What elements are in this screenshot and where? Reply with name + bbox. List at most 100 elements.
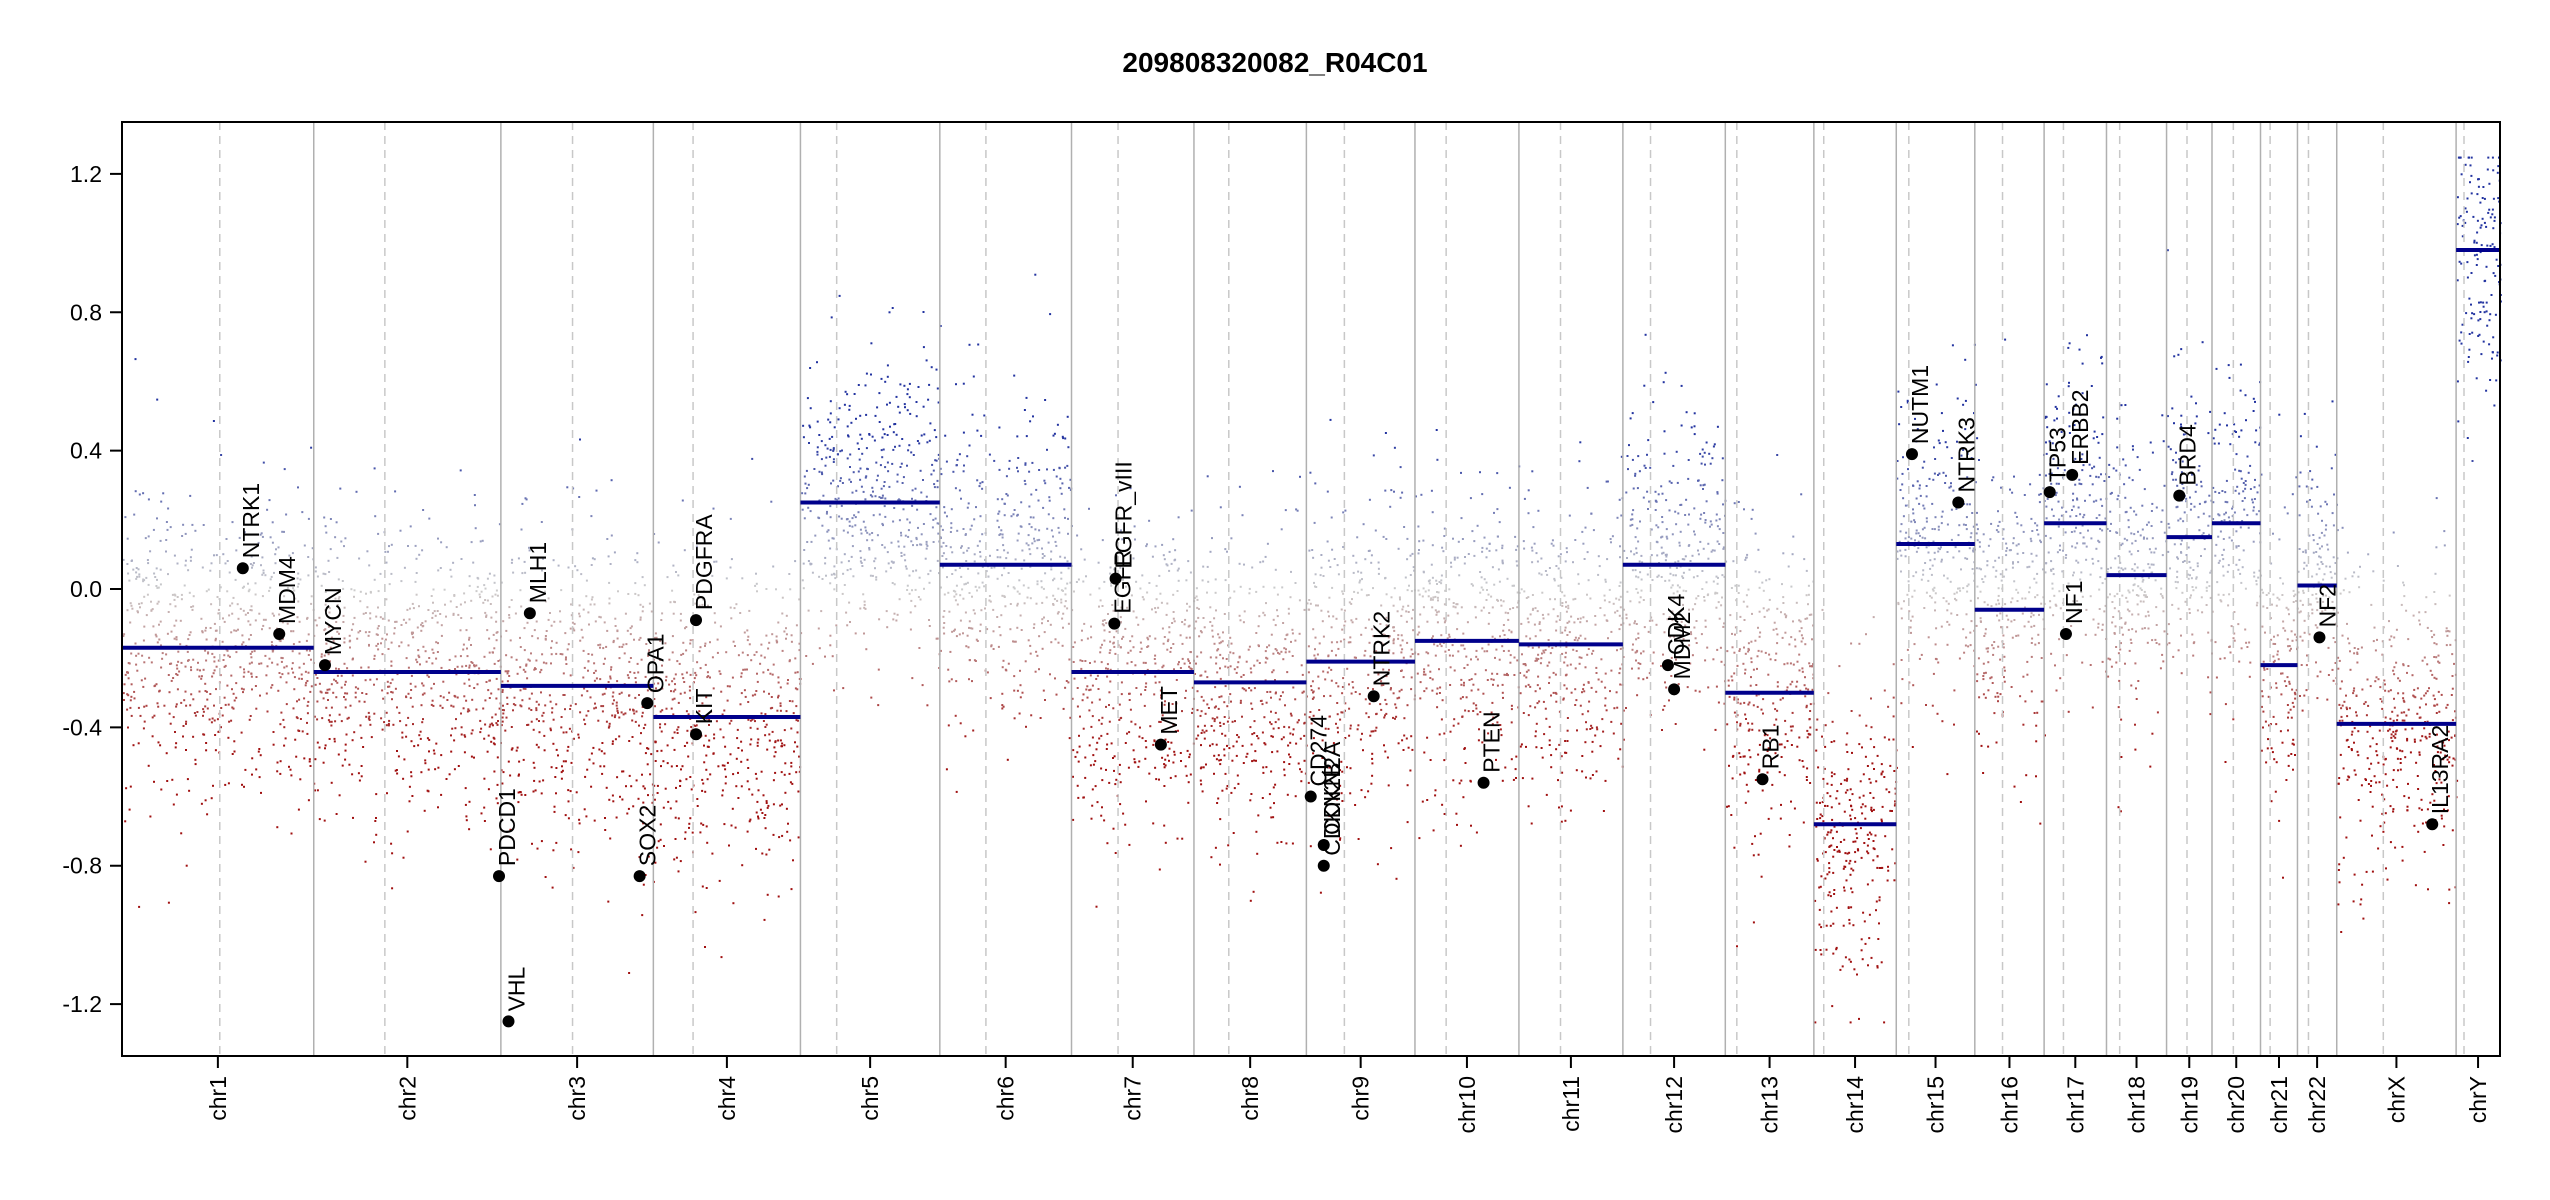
x-tick-label-chr19: chr19 — [2176, 1076, 2202, 1134]
gene-marker-CD274 — [1304, 790, 1317, 803]
gene-label-MDM4: MDM4 — [274, 556, 300, 624]
x-tick-label-chr8: chr8 — [1237, 1076, 1263, 1121]
gene-marker-IL13RA2 — [2426, 818, 2439, 831]
gene-marker-OPA1 — [641, 697, 654, 710]
gene-label-NTRK2: NTRK2 — [1369, 611, 1395, 686]
probe-points-chr11 — [1519, 441, 1625, 825]
probe-points-chr2 — [313, 467, 503, 890]
x-tick-label-chr6: chr6 — [993, 1076, 1019, 1121]
probe-points-chr8 — [1194, 470, 1308, 902]
x-tick-label-chr11: chr11 — [1558, 1076, 1584, 1132]
gene-marker-NF2 — [2313, 631, 2326, 644]
gene-label-SOX2: SOX2 — [635, 805, 661, 866]
x-tick-label-chr2: chr2 — [394, 1076, 420, 1121]
x-tick-label-chr12: chr12 — [1661, 1076, 1687, 1134]
gene-marker-MYCN — [318, 659, 331, 672]
probe-points-chr14 — [1814, 608, 1898, 1024]
x-tick-label-chr17: chr17 — [2062, 1076, 2088, 1134]
y-tick-label: 0.0 — [70, 576, 102, 602]
probe-points-chr18 — [2106, 404, 2169, 813]
gene-label-IL13RA2: IL13RA2 — [2427, 725, 2453, 815]
probe-points-chr20 — [2212, 363, 2263, 763]
gene-label-NF2: NF2 — [2314, 584, 2340, 627]
gene-marker-MDM2 — [1668, 683, 1681, 696]
probe-points-chr1 — [122, 358, 316, 908]
gene-marker-EGFR — [1108, 617, 1121, 630]
gene-label-PTEN: PTEN — [1479, 711, 1505, 772]
chart-title: 209808320082_R04C01 — [1122, 47, 1427, 78]
x-tick-label-chr20: chr20 — [2223, 1076, 2249, 1134]
gene-annotations: NTRK1 MDM4 MYCN PDCD1 VHL MLH1 SOX2 OPA1 PDGFRA K… — [236, 365, 2453, 1028]
x-tick-label-chr15: chr15 — [1923, 1076, 1949, 1134]
gene-marker-MDM4 — [273, 627, 286, 640]
gene-label-NUTM1: NUTM1 — [1907, 365, 1933, 444]
gene-label-CDK4: CDK4 — [1663, 594, 1689, 656]
x-tick-label-chr21: chr21 — [2266, 1076, 2292, 1134]
gene-label-EGFR: EGFR — [1109, 550, 1135, 614]
probe-points-chr6 — [940, 273, 1074, 793]
gene-label-VHL: VHL — [504, 966, 530, 1011]
probe-points-chr4 — [653, 457, 803, 959]
gene-label-MYCN: MYCN — [320, 587, 346, 655]
gene-marker-BRD4 — [2173, 489, 2186, 502]
gene-label-CDKN2B: CDKN2B — [1319, 762, 1345, 855]
gene-marker-PTEN — [1477, 776, 1490, 789]
gene-marker-TP53 — [2043, 486, 2056, 499]
x-tick-label-chr1: chr1 — [205, 1076, 231, 1121]
gene-marker-VHL — [502, 1015, 515, 1028]
probe-points-chr13 — [1726, 454, 1815, 948]
probe-points — [122, 156, 2502, 1024]
gene-label-PDCD1: PDCD1 — [494, 788, 520, 866]
gene-label-OPA1: OPA1 — [642, 633, 668, 693]
gene-marker-ERBB2 — [2066, 468, 2079, 481]
gene-marker-NTRK3 — [1952, 496, 1965, 509]
x-tick-label-chr4: chr4 — [714, 1076, 740, 1121]
probe-points-chr9 — [1306, 418, 1417, 894]
gene-marker-KIT — [690, 728, 703, 741]
gene-marker-NF1 — [2059, 627, 2072, 640]
chromosome-grid — [219, 122, 2465, 1056]
x-tick-label-chr3: chr3 — [564, 1076, 590, 1121]
gene-marker-MLH1 — [523, 607, 536, 620]
gene-marker-CDKN2A — [1317, 838, 1330, 851]
x-tick-label-chr7: chr7 — [1120, 1076, 1146, 1121]
probe-points-chr3 — [501, 438, 656, 974]
probe-points-chr12 — [1622, 333, 1728, 751]
gene-marker-SOX2 — [633, 870, 646, 883]
x-tick-label-chrY: chrY — [2465, 1076, 2491, 1123]
probe-points-chrY — [2456, 156, 2502, 462]
x-tick-label-chr5: chr5 — [857, 1076, 883, 1121]
gene-label-CDKN2A: CDKN2A — [1319, 741, 1345, 835]
x-tick-label-chr22: chr22 — [2304, 1076, 2330, 1134]
x-tick-label-chr13: chr13 — [1757, 1076, 1783, 1134]
gene-label-BRD4: BRD4 — [2174, 424, 2200, 486]
probe-points-chr7 — [1071, 487, 1196, 908]
y-tick-label: 0.4 — [70, 438, 102, 464]
gene-label-CD274: CD274 — [1306, 715, 1332, 787]
x-tick-label-chr10: chr10 — [1454, 1076, 1480, 1134]
y-tick-label: -0.8 — [62, 853, 102, 879]
gene-marker-PDCD1 — [493, 870, 506, 883]
gene-label-NTRK3: NTRK3 — [1953, 417, 1979, 492]
gene-label-KIT: KIT — [691, 689, 717, 725]
gene-label-TP53: TP53 — [2045, 427, 2071, 482]
probe-points-chrX — [2336, 497, 2459, 933]
gene-label-EGFR_vIII: EGFR_vIII — [1111, 461, 1137, 568]
gene-label-MET: MET — [1156, 686, 1182, 735]
probe-points-chr17 — [2044, 334, 2109, 713]
y-tick-label: 0.8 — [70, 299, 102, 325]
probe-points-chr22 — [2297, 400, 2339, 712]
y-tick-label: -1.2 — [62, 991, 102, 1017]
y-tick-label: 1.2 — [70, 161, 102, 187]
gene-label-MLH1: MLH1 — [525, 542, 551, 603]
segment-lines — [122, 247, 2500, 827]
x-tick-label-chr14: chr14 — [1842, 1076, 1868, 1134]
gene-marker-EGFR_vIII — [1109, 572, 1122, 585]
gene-label-NTRK1: NTRK1 — [238, 483, 264, 558]
x-tick-label-chr16: chr16 — [1996, 1076, 2022, 1134]
gene-marker-NTRK1 — [236, 562, 249, 575]
x-tick-label-chr9: chr9 — [1348, 1076, 1374, 1121]
gene-label-MDM2: MDM2 — [1669, 612, 1695, 680]
plot-frame — [121, 121, 2501, 1057]
